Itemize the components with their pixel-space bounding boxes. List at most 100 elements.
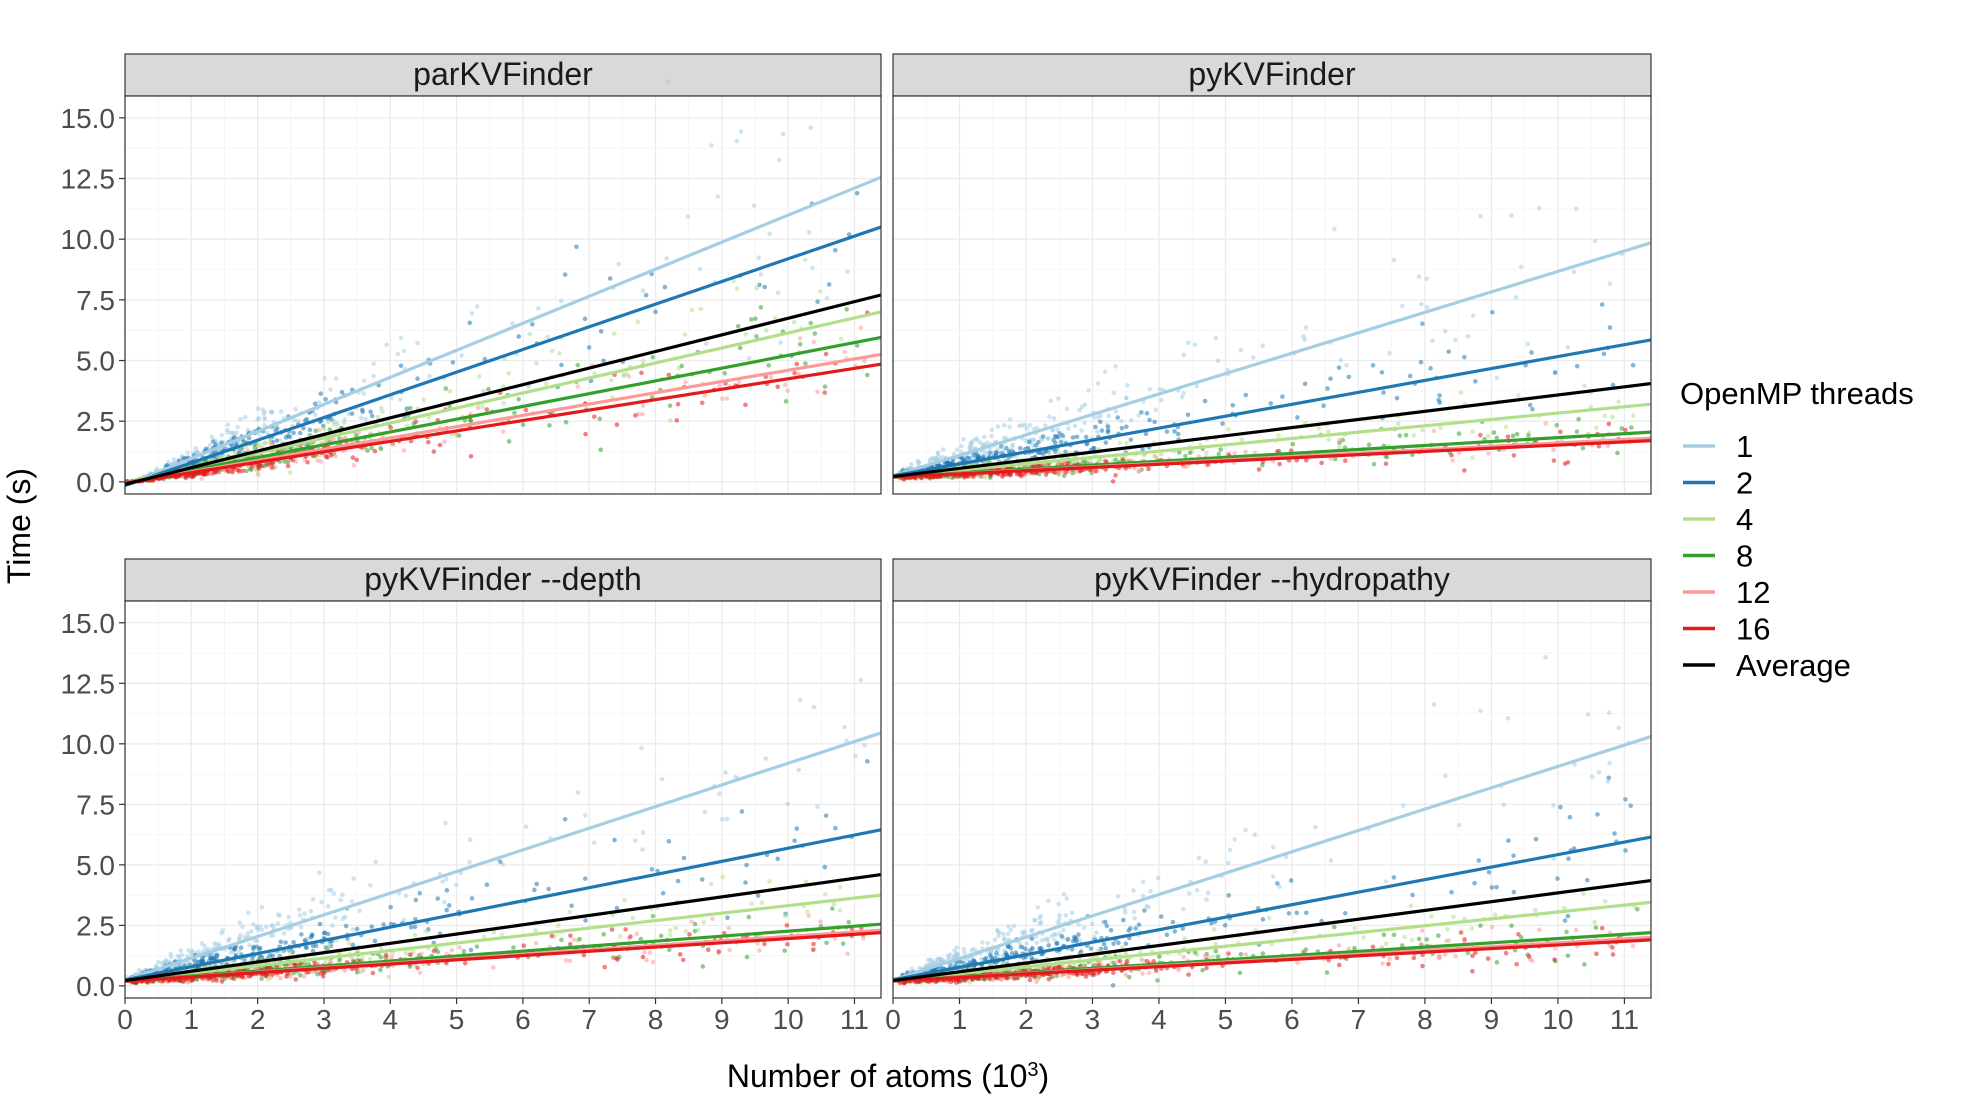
scatter-point: [367, 956, 373, 962]
scatter-point: [1152, 453, 1158, 459]
scatter-point: [675, 401, 681, 407]
scatter-point: [667, 927, 673, 933]
scatter-point: [635, 319, 641, 325]
scatter-point: [577, 936, 582, 942]
scatter-point: [425, 439, 431, 445]
scatter-point: [569, 903, 574, 908]
scatter-point: [845, 269, 850, 275]
scatter-point: [1270, 874, 1276, 879]
scatter-point: [909, 461, 914, 467]
scatter-point: [1302, 381, 1308, 387]
scatter-point: [533, 940, 539, 946]
scatter-point: [785, 941, 790, 947]
scatter-point: [461, 948, 467, 954]
scatter-point: [1103, 458, 1108, 464]
scatter-point: [1250, 355, 1256, 360]
scatter-point: [1446, 349, 1452, 354]
scatter-point: [1490, 309, 1495, 315]
scatter-point: [623, 927, 628, 932]
scatter-point: [304, 945, 309, 951]
scatter-point: [251, 922, 256, 927]
scatter-point: [281, 931, 287, 936]
scatter-point: [384, 342, 389, 348]
scatter-point: [995, 424, 1001, 429]
scatter-point: [226, 938, 231, 944]
scatter-point: [716, 949, 722, 954]
scatter-point: [1061, 891, 1067, 897]
scatter-point: [558, 298, 564, 304]
scatter-point: [1106, 413, 1111, 419]
scatter-point: [1543, 654, 1548, 660]
scatter-point: [326, 887, 332, 893]
scatter-point: [1510, 433, 1516, 439]
scatter-point: [1511, 453, 1517, 458]
scatter-point: [308, 934, 314, 940]
scatter-point: [262, 422, 267, 428]
scatter-point: [998, 444, 1004, 449]
scatter-point: [677, 952, 683, 957]
scatter-point: [1473, 379, 1478, 384]
scatter-point: [340, 916, 346, 922]
scatter-point: [1074, 434, 1080, 440]
scatter-point: [1056, 471, 1062, 477]
scatter-point: [339, 389, 345, 395]
scatter-point: [767, 231, 772, 237]
scatter-point: [457, 945, 462, 950]
scatter-point: [510, 321, 515, 326]
scatter-point: [1503, 424, 1509, 430]
scatter-point: [1187, 450, 1193, 456]
scatter-point: [1146, 904, 1151, 910]
scatter-point: [783, 399, 789, 404]
scatter-point: [373, 859, 379, 865]
scatter-point: [667, 403, 673, 408]
scatter-point: [319, 899, 324, 905]
scatter-point: [1403, 432, 1409, 438]
scatter-point: [404, 423, 410, 428]
scatter-point: [699, 400, 705, 406]
scatter-point: [238, 945, 244, 951]
scatter-point: [1007, 417, 1013, 422]
scatter-point: [301, 974, 307, 979]
scatter-point: [390, 442, 396, 447]
scatter-point: [162, 959, 168, 965]
scatter-point: [357, 908, 362, 914]
scatter-point: [650, 354, 656, 360]
scatter-point: [642, 950, 647, 955]
scatter-point: [1096, 415, 1101, 420]
scatter-point: [1436, 397, 1441, 403]
scatter-point: [832, 247, 838, 253]
scatter-point: [1527, 402, 1533, 408]
scatter-point: [1159, 397, 1164, 403]
scatter-point: [529, 321, 535, 327]
scatter-point: [512, 410, 517, 416]
scatter-point: [321, 426, 327, 432]
scatter-point: [758, 305, 764, 310]
scatter-point: [398, 335, 404, 341]
facet-title: pyKVFinder --depth: [364, 561, 641, 597]
scatter-point: [219, 440, 224, 445]
scatter-point: [240, 975, 246, 980]
scatter-point: [1344, 362, 1349, 368]
scatter-point: [617, 933, 623, 939]
scatter-point: [1083, 434, 1089, 440]
scatter-point: [1119, 418, 1124, 424]
scatter-point: [1470, 313, 1476, 318]
scatter-point: [312, 401, 318, 407]
scatter-point: [567, 909, 573, 915]
scatter-point: [435, 949, 441, 955]
scatter-point: [797, 336, 803, 341]
scatter-point: [591, 414, 597, 419]
scatter-point: [298, 924, 304, 930]
scatter-point: [715, 194, 721, 199]
scatter-point: [404, 406, 410, 411]
scatter-point: [806, 229, 812, 235]
scatter-point: [254, 938, 260, 944]
scatter-point: [1430, 338, 1435, 344]
scatter-point: [368, 882, 373, 888]
scatter-point: [698, 306, 704, 312]
scatter-point: [491, 965, 496, 970]
scatter-point: [1525, 341, 1531, 347]
scatter-point: [1628, 425, 1634, 430]
scatter-point: [401, 448, 407, 453]
scatter-point: [680, 957, 686, 963]
